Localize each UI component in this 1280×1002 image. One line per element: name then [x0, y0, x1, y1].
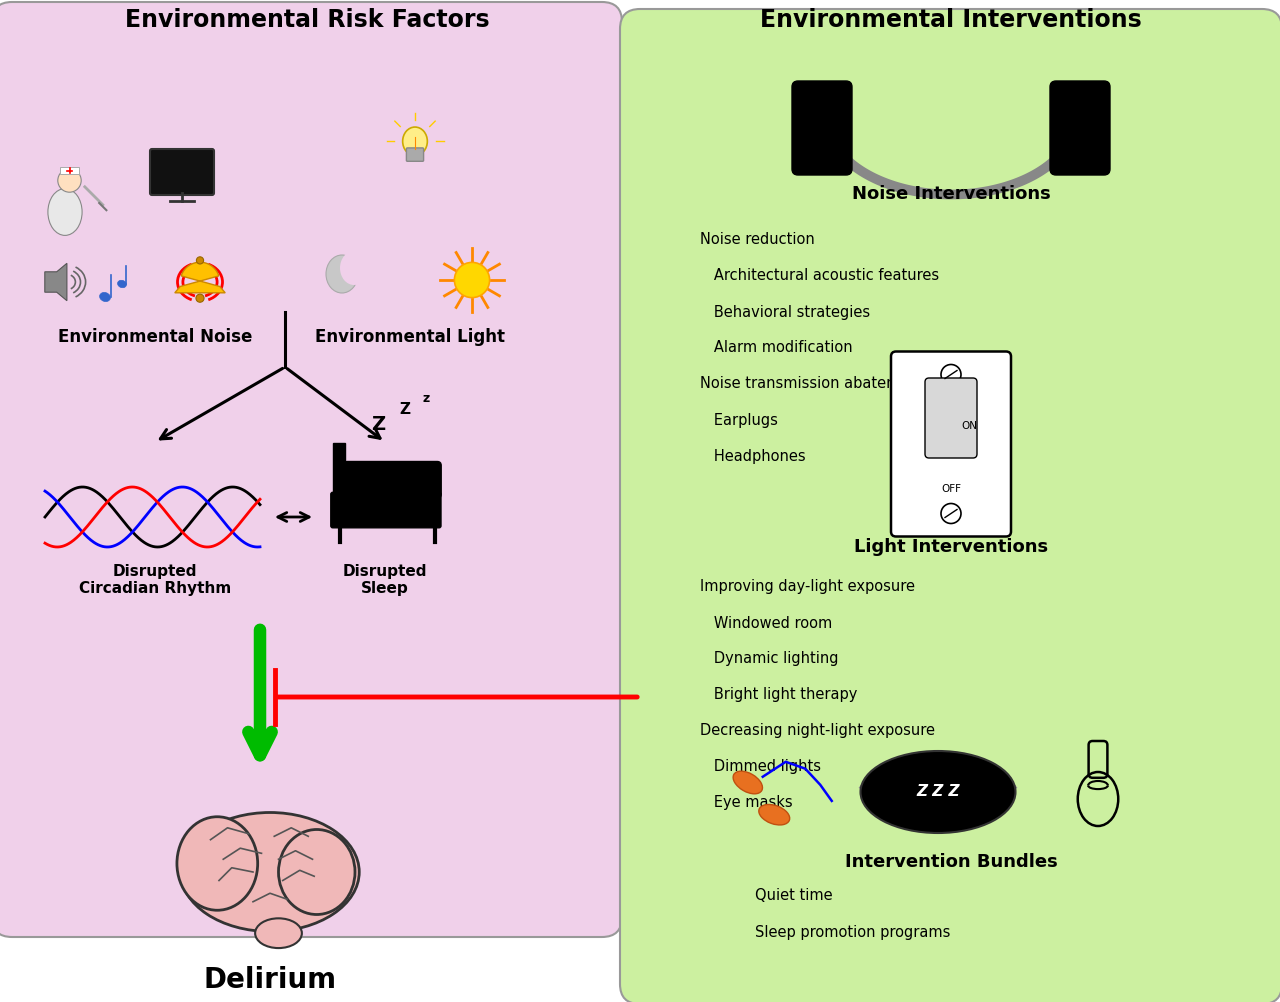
Text: Intervention Bundles: Intervention Bundles — [845, 853, 1057, 871]
Circle shape — [941, 365, 961, 385]
Polygon shape — [45, 264, 67, 301]
Circle shape — [410, 465, 435, 490]
FancyBboxPatch shape — [407, 148, 424, 161]
Text: Disrupted
Sleep: Disrupted Sleep — [343, 564, 428, 596]
Ellipse shape — [326, 255, 358, 293]
Ellipse shape — [118, 281, 127, 288]
Ellipse shape — [255, 918, 302, 948]
Polygon shape — [60, 167, 79, 174]
Text: Light Interventions: Light Interventions — [854, 538, 1048, 556]
Text: Z: Z — [399, 402, 411, 417]
FancyBboxPatch shape — [150, 149, 214, 195]
Text: Z Z Z: Z Z Z — [916, 785, 960, 800]
Text: Headphones: Headphones — [700, 449, 805, 464]
Ellipse shape — [177, 817, 257, 910]
Text: Behavioral strategies: Behavioral strategies — [700, 305, 870, 320]
Text: Environmental Risk Factors: Environmental Risk Factors — [124, 8, 489, 32]
Bar — [333, 443, 344, 501]
Text: z: z — [422, 392, 430, 405]
Text: Delirium: Delirium — [204, 966, 337, 994]
Ellipse shape — [340, 250, 369, 285]
FancyBboxPatch shape — [0, 2, 622, 937]
Text: OFF: OFF — [941, 484, 961, 494]
Text: Environmental Interventions: Environmental Interventions — [760, 8, 1142, 32]
Text: Noise reduction: Noise reduction — [700, 232, 815, 247]
FancyBboxPatch shape — [792, 81, 852, 175]
Text: Earplugs: Earplugs — [700, 413, 778, 428]
FancyBboxPatch shape — [925, 378, 977, 458]
Text: Architectural acoustic features: Architectural acoustic features — [700, 269, 940, 284]
Ellipse shape — [100, 293, 110, 302]
Text: Noise Interventions: Noise Interventions — [851, 185, 1051, 203]
Text: Disrupted
Circadian Rhythm: Disrupted Circadian Rhythm — [79, 564, 232, 596]
Text: Bright light therapy: Bright light therapy — [700, 687, 858, 702]
Ellipse shape — [733, 772, 763, 794]
Text: Improving day-light exposure: Improving day-light exposure — [700, 579, 915, 594]
Circle shape — [58, 168, 81, 192]
Text: Windowed room: Windowed room — [700, 615, 832, 630]
FancyBboxPatch shape — [620, 9, 1280, 1002]
Ellipse shape — [860, 752, 1015, 833]
Text: Decreasing night-light exposure: Decreasing night-light exposure — [700, 723, 934, 738]
Text: Environmental Light: Environmental Light — [315, 328, 506, 346]
Polygon shape — [175, 263, 225, 293]
Ellipse shape — [759, 805, 790, 825]
FancyBboxPatch shape — [891, 352, 1011, 536]
Circle shape — [454, 263, 490, 298]
Text: Z: Z — [371, 415, 385, 434]
Text: ON: ON — [961, 421, 977, 431]
Text: Quiet time: Quiet time — [755, 889, 832, 904]
Text: Sleep promotion programs: Sleep promotion programs — [755, 925, 950, 940]
FancyBboxPatch shape — [1050, 81, 1110, 175]
Text: Environmental Noise: Environmental Noise — [58, 328, 252, 346]
FancyBboxPatch shape — [343, 462, 442, 498]
Ellipse shape — [279, 830, 355, 915]
Ellipse shape — [403, 127, 428, 155]
Text: Noise transmission abatement: Noise transmission abatement — [700, 377, 924, 392]
Circle shape — [196, 257, 204, 264]
Circle shape — [196, 295, 204, 303]
Ellipse shape — [47, 188, 82, 235]
FancyBboxPatch shape — [330, 492, 442, 528]
Text: Eye masks: Eye masks — [700, 796, 792, 811]
Text: Alarm modification: Alarm modification — [700, 341, 852, 356]
Ellipse shape — [180, 813, 360, 932]
Circle shape — [941, 503, 961, 523]
Text: Dimmed lights: Dimmed lights — [700, 760, 820, 775]
Text: Dynamic lighting: Dynamic lighting — [700, 651, 838, 666]
